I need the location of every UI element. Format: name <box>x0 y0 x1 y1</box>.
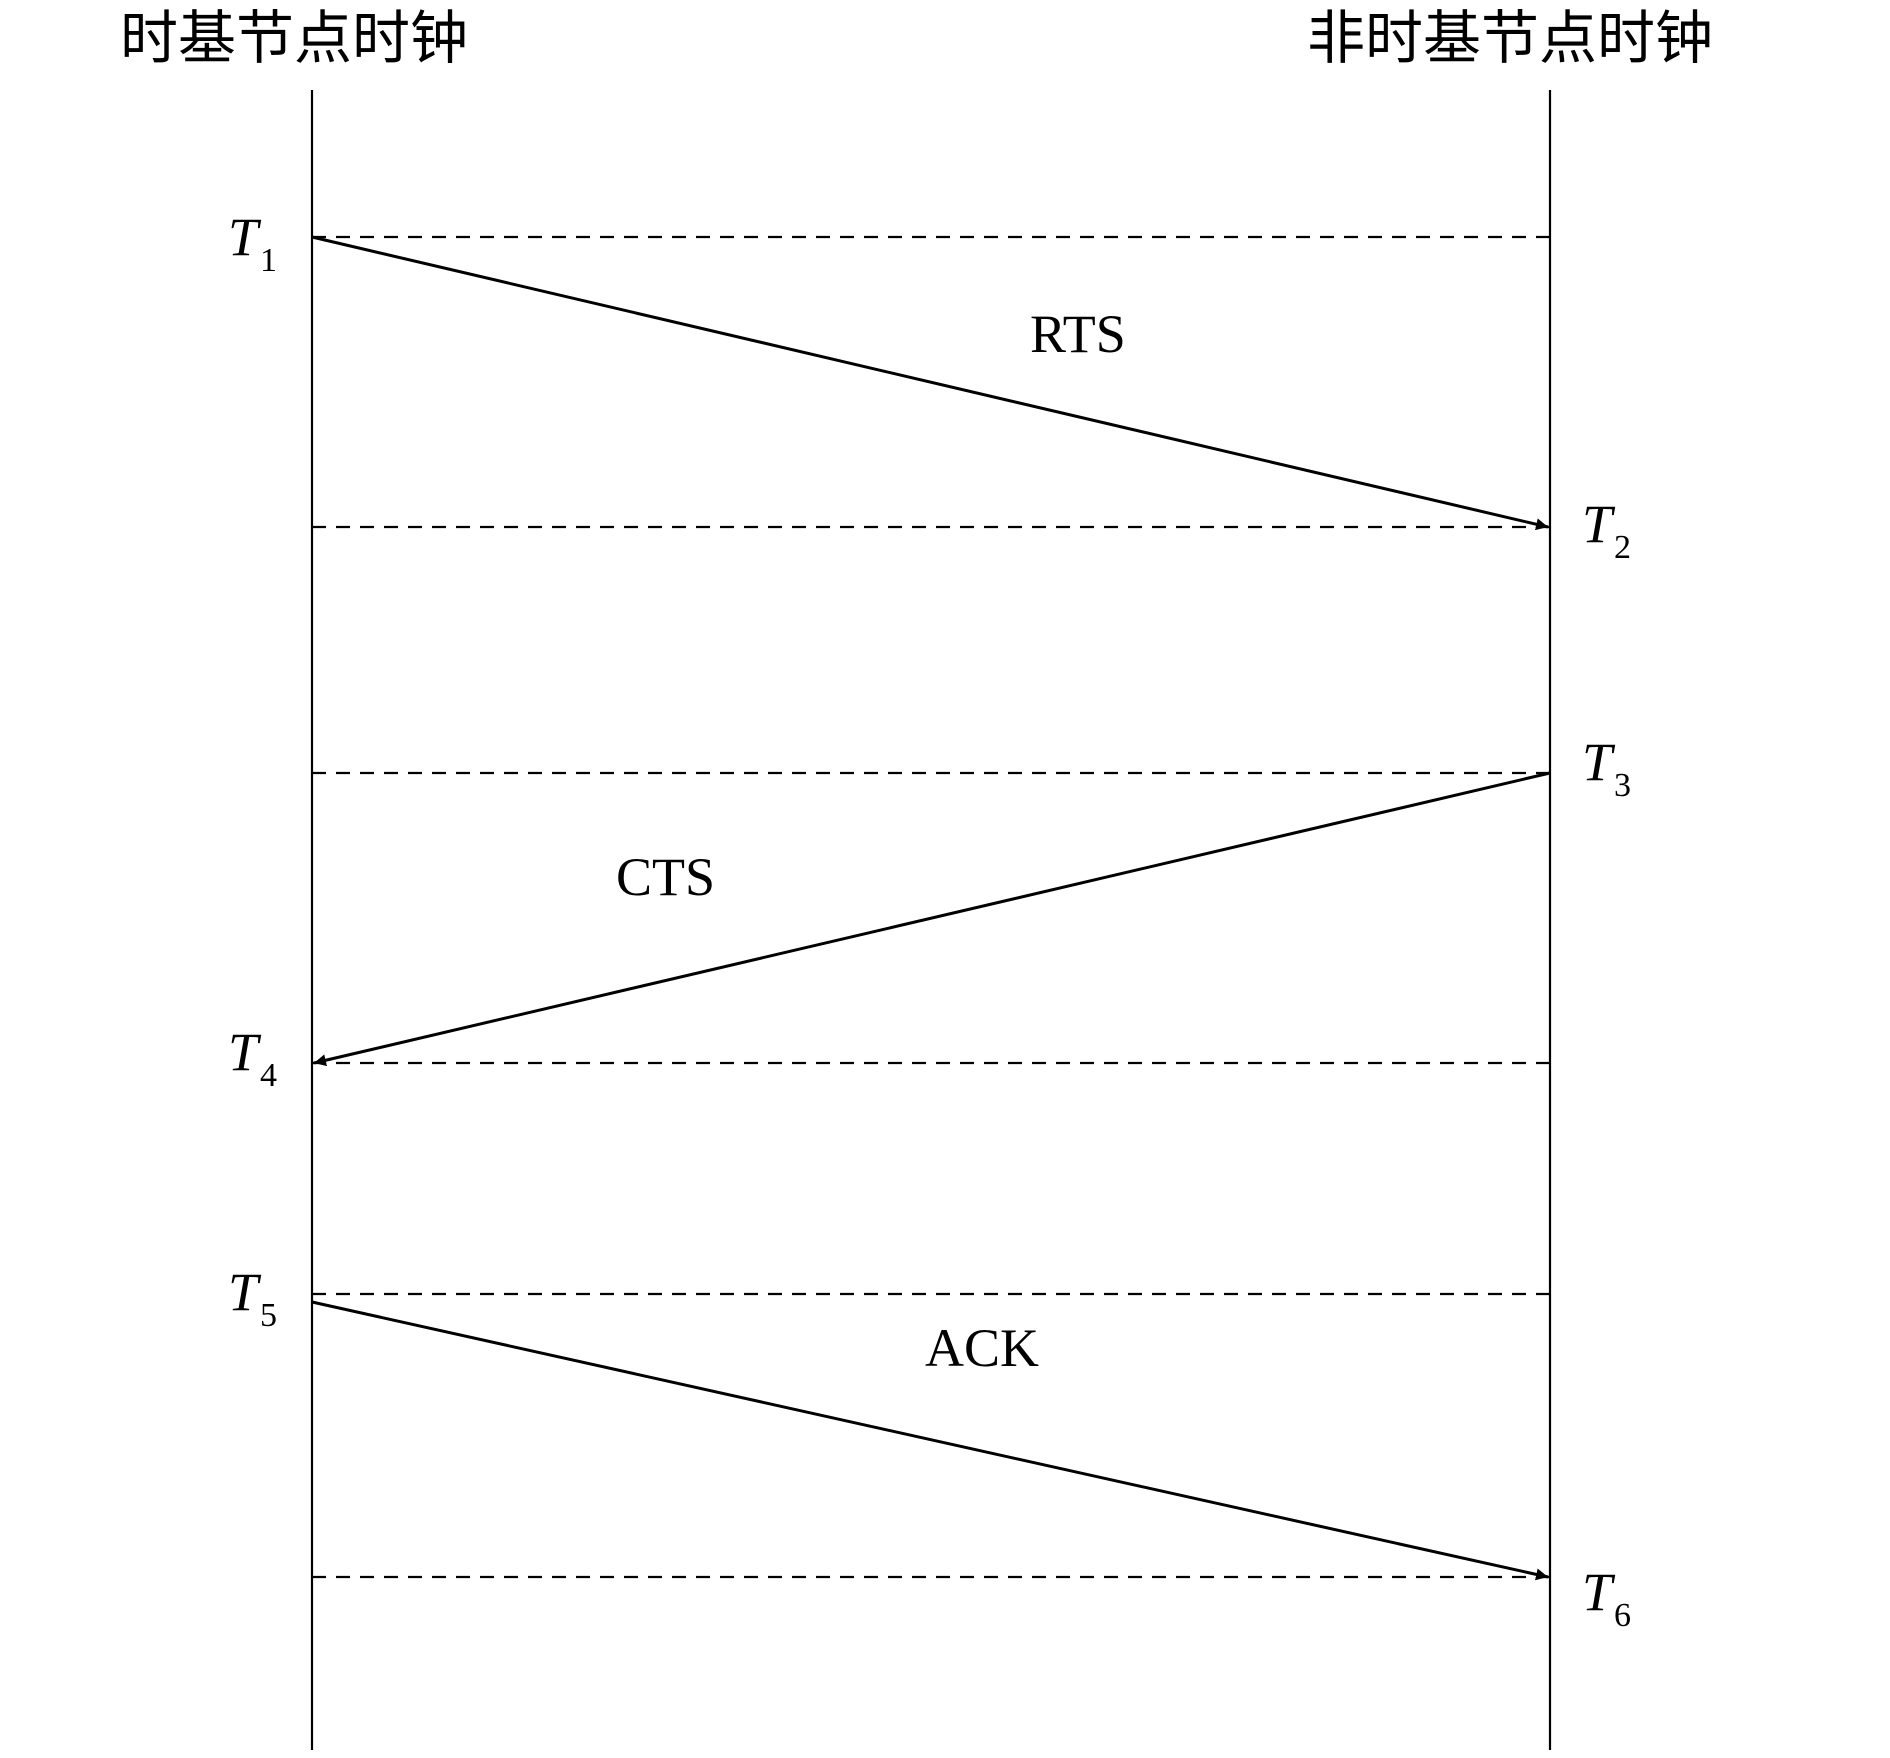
time-mark-t2: T2 <box>1582 494 1631 566</box>
time-mark-t1: T1 <box>228 207 277 279</box>
time-mark-t3: T3 <box>1582 732 1631 804</box>
cts-arrow <box>313 771 1551 1067</box>
rts-label: RTS <box>1030 304 1126 364</box>
cts-label: CTS <box>616 847 715 907</box>
ack-label: ACK <box>925 1318 1039 1378</box>
time-mark-t5: T5 <box>228 1262 277 1334</box>
rts-arrow <box>311 235 1549 531</box>
ack-arrow <box>311 1300 1549 1581</box>
time-mark-t4: T4 <box>228 1022 277 1094</box>
time-mark-t6: T6 <box>1582 1562 1631 1634</box>
right-clock-header: 非时基节点时钟 <box>1307 4 1713 72</box>
left-clock-header: 时基节点时钟 <box>120 4 468 72</box>
